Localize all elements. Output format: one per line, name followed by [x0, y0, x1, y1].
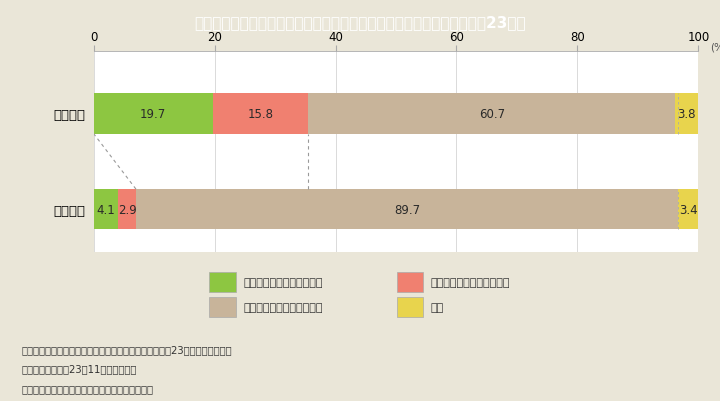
Bar — [136, 190, 678, 230]
Bar — [212, 94, 308, 134]
Text: 2.9: 2.9 — [118, 203, 137, 216]
Text: ２．平成23年11月１日現在。: ２．平成23年11月１日現在。 — [22, 364, 137, 374]
Text: 19.7: 19.7 — [140, 108, 166, 121]
Text: 60.7: 60.7 — [479, 108, 505, 121]
Text: 3.8: 3.8 — [678, 108, 696, 121]
Text: 養育費を受けたことがない: 養育費を受けたことがない — [243, 302, 323, 312]
Bar — [397, 273, 423, 292]
Text: （備考）１．厚生労働省「全国母子世帯等調査」（平成23年度）より作成。: （備考）１．厚生労働省「全国母子世帯等調査」（平成23年度）より作成。 — [22, 344, 232, 354]
Text: 養育費を受けたことがある: 養育費を受けたことがある — [431, 277, 510, 288]
Bar — [308, 94, 675, 134]
Bar — [94, 94, 212, 134]
Bar — [210, 298, 235, 317]
Bar — [397, 298, 423, 317]
Bar — [118, 190, 136, 230]
Text: 現在も養育費を受けている: 現在も養育費を受けている — [243, 277, 323, 288]
Bar — [210, 273, 235, 292]
Text: Ｉ－４－７図　母子世帯及び父子世帯における養育費の受給状況（平成23年）: Ｉ－４－７図 母子世帯及び父子世帯における養育費の受給状況（平成23年） — [194, 16, 526, 30]
Bar — [675, 94, 698, 134]
Bar — [678, 190, 699, 230]
Text: 89.7: 89.7 — [394, 203, 420, 216]
Bar — [94, 190, 118, 230]
Text: 3.4: 3.4 — [680, 203, 698, 216]
Text: 不詳: 不詳 — [431, 302, 444, 312]
Text: 4.1: 4.1 — [96, 203, 115, 216]
Text: (%): (%) — [711, 42, 720, 52]
Text: ３．岩手県，宮城県及び福島県を除く。: ３．岩手県，宮城県及び福島県を除く。 — [22, 384, 153, 393]
Text: 15.8: 15.8 — [248, 108, 274, 121]
